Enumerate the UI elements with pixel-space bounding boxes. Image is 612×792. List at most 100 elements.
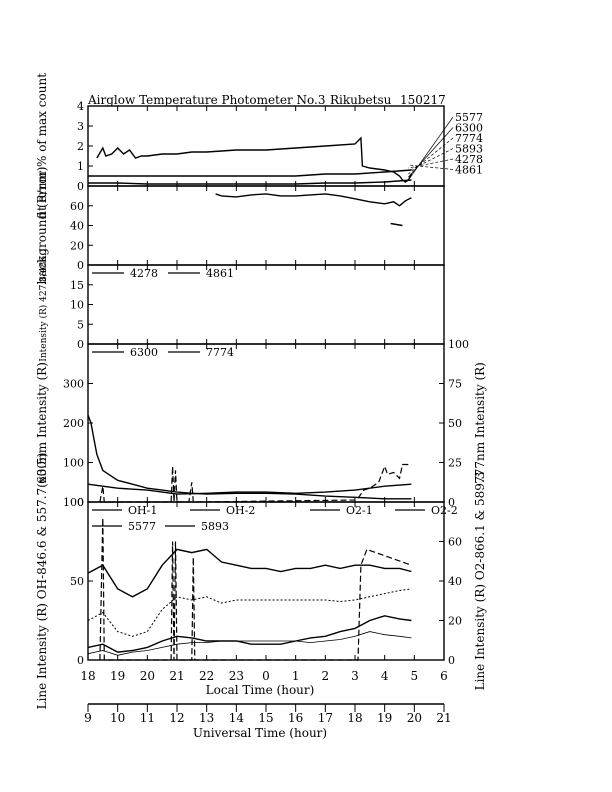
- y-right-tick-label: 100: [448, 338, 469, 351]
- y-right-tick-label: 0: [448, 654, 455, 667]
- y-tick-label: 4: [77, 100, 84, 113]
- ut-tick-label: 14: [229, 711, 245, 725]
- legend-label: 4861: [206, 267, 234, 280]
- series-line-OH-1: [87, 548, 412, 598]
- y-tick-label: 40: [70, 220, 84, 233]
- local-time-xlabel: Local Time (hour): [206, 683, 315, 697]
- date-code: 150217: [400, 93, 446, 107]
- y-right-tick-label: 0: [448, 496, 455, 509]
- y-tick-label: 0: [77, 180, 84, 193]
- legend-label: OH-1: [128, 504, 157, 517]
- series-line-O2-1: [87, 588, 412, 637]
- side-label: 5893: [455, 143, 483, 156]
- ut-tick-label: 16: [288, 711, 303, 725]
- side-label-leader: [408, 148, 454, 172]
- series-line-6300: [87, 414, 412, 500]
- y-right-axis-label: 777nm Intensity (R): [473, 362, 487, 484]
- ut-tick-label: 19: [377, 711, 392, 725]
- side-label: 7774: [455, 132, 483, 145]
- side-label: 5577: [455, 111, 483, 124]
- legend-label: 5577: [128, 520, 156, 533]
- legend-label: OH-2: [226, 504, 255, 517]
- y-right-tick-label: 75: [448, 378, 462, 391]
- y-right-tick-label: 20: [448, 615, 462, 628]
- ut-tick-label: 18: [347, 711, 362, 725]
- local-time-tick-label: 2: [322, 669, 330, 683]
- ut-tick-label: 13: [199, 711, 214, 725]
- local-time-tick-label: 3: [351, 669, 359, 683]
- ut-tick-label: 11: [140, 711, 155, 725]
- y-tick-label: 100: [63, 457, 84, 470]
- ut-tick-label: 12: [169, 711, 184, 725]
- ut-xlabel: Universal Time (hour): [193, 726, 327, 740]
- local-time-tick-label: 5: [411, 669, 419, 683]
- y-axis-label: Intensity (R) 427.8/486.1: [38, 247, 49, 361]
- panel-frame-3: [87, 343, 445, 503]
- y-axis-label: Line Intensity (R) OH-846.6 & 557.7(x0.5…: [35, 453, 49, 710]
- y-tick-label: 100: [63, 496, 84, 509]
- local-time-tick-label: 21: [169, 669, 184, 683]
- series-line-5893: [87, 631, 412, 656]
- panel-frame-1: [87, 185, 445, 266]
- y-right-tick-label: 25: [448, 457, 462, 470]
- series-line-6300: [88, 169, 412, 177]
- y-tick-label: 10: [70, 299, 84, 312]
- y-tick-label: 15: [70, 279, 84, 292]
- y-right-tick-label: 40: [448, 575, 462, 588]
- y-axis-label: fit error % of max count: [35, 73, 49, 219]
- legend-label: 5893: [201, 520, 229, 533]
- y-tick-label: 300: [63, 378, 84, 391]
- legend-label: 7774: [206, 346, 234, 359]
- y-tick-label: 200: [63, 417, 84, 430]
- y-tick-label: 50: [70, 575, 84, 588]
- local-time-tick-label: 1: [292, 669, 300, 683]
- panel-frame-0: [87, 105, 445, 187]
- legend-label: 4278: [130, 267, 158, 280]
- local-time-tick-label: 19: [110, 669, 125, 683]
- ut-tick-label: 17: [318, 711, 333, 725]
- y-tick-label: 2: [77, 140, 84, 153]
- ut-tick-label: 20: [407, 711, 422, 725]
- y-tick-label: 5: [77, 318, 84, 331]
- y-axis-label: background (R/nm): [35, 167, 49, 285]
- local-time-tick-label: 18: [80, 669, 95, 683]
- series-line-7774: [88, 179, 412, 185]
- y-tick-label: 3: [77, 120, 84, 133]
- local-time-tick-label: 0: [262, 669, 270, 683]
- y-tick-label: 0: [77, 338, 84, 351]
- legend-label: 6300: [130, 346, 158, 359]
- local-time-tick-label: 4: [381, 669, 389, 683]
- side-label-leader: [408, 158, 454, 169]
- side-label: 4861: [455, 164, 483, 177]
- side-label-leader: [408, 127, 454, 178]
- legend-label: O2-1: [346, 504, 373, 517]
- y-tick-label: 1: [77, 160, 84, 173]
- y-right-axis-label: Line Intensity (R) O2-866.1 & 589.3: [473, 472, 487, 691]
- ut-tick-label: 15: [258, 711, 273, 725]
- series-line-background: [215, 193, 412, 207]
- y-tick-label: 0: [77, 259, 84, 272]
- station-label: Rikubetsu: [330, 93, 392, 107]
- local-time-tick-label: 23: [229, 669, 244, 683]
- y-tick-label: 0: [77, 654, 84, 667]
- side-label-leader: [408, 116, 454, 181]
- local-time-tick-label: 22: [199, 669, 214, 683]
- series-line-5577: [96, 136, 413, 183]
- ut-tick-label: 9: [84, 711, 92, 725]
- ut-tick-label: 10: [110, 711, 125, 725]
- ut-tick-label: 21: [436, 711, 451, 725]
- series-line-OH-2: [87, 615, 412, 653]
- local-time-tick-label: 20: [140, 669, 155, 683]
- y-tick-label: 0: [77, 496, 84, 509]
- series-line-background-2: [390, 222, 403, 227]
- local-time-tick-label: 6: [440, 669, 448, 683]
- y-right-tick-label: 60: [448, 536, 462, 549]
- series-line-6300-2: [87, 483, 412, 495]
- side-label: 6300: [455, 122, 483, 135]
- y-tick-label: 60: [70, 200, 84, 213]
- side-label-leader: [408, 137, 454, 175]
- y-right-tick-label: 50: [448, 417, 462, 430]
- chart-title: Airglow Temperature Photometer No.3: [87, 93, 326, 107]
- side-label: 4278: [455, 153, 483, 166]
